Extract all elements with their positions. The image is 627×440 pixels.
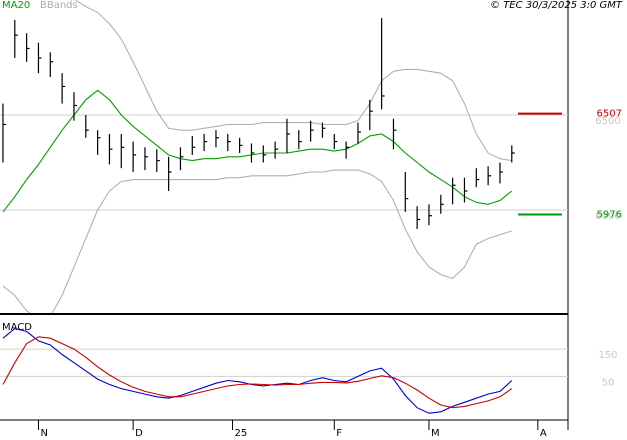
legend-entry: BBands [40, 0, 78, 11]
credit: © TEC 30/3/2025 3:0 GMT [490, 0, 623, 11]
legend-entry: MA20 [2, 0, 30, 11]
ma-line [2, 89, 513, 213]
y-tick-label: 6500 [595, 116, 620, 127]
level-label: 5976 [597, 210, 622, 221]
y-tick-label: 50 [602, 377, 615, 388]
plot-area [2, 328, 513, 414]
level-label: 6507 [597, 109, 622, 120]
macd-line [2, 328, 513, 414]
x-tick-label: F [336, 428, 342, 439]
x-tick-label: A [540, 428, 547, 439]
x-tick-label: M [431, 428, 440, 439]
y-tick-label: 6000 [595, 211, 620, 222]
band-upper [74, 0, 512, 162]
macd-line [2, 336, 513, 409]
x-tick-label: 25 [235, 428, 248, 439]
y-tick-label: 150 [598, 350, 617, 361]
macd-title: MACD [2, 322, 32, 333]
plot-area [2, 0, 515, 313]
x-tick-label: N [40, 428, 47, 439]
band-lower [2, 169, 512, 313]
x-tick-label: D [135, 428, 143, 439]
